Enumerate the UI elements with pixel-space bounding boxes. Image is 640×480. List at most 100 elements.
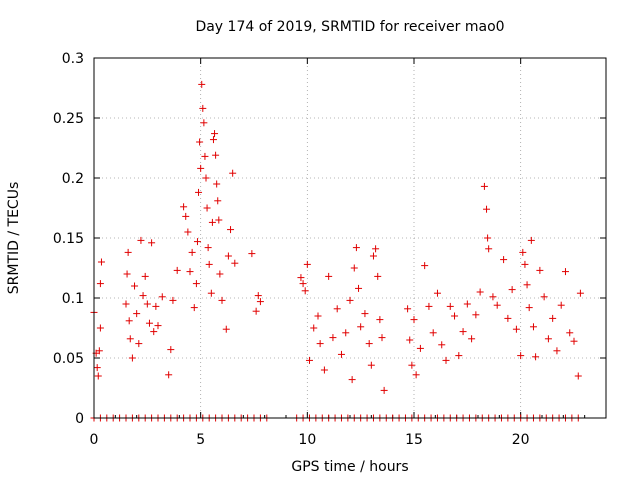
data-point xyxy=(148,239,156,247)
x-axis-title: GPS time / hours xyxy=(291,459,408,475)
data-point xyxy=(483,205,491,213)
data-point xyxy=(192,280,200,288)
data-point xyxy=(193,238,201,246)
data-point xyxy=(137,236,145,244)
y-tick-label: 0 xyxy=(75,411,84,427)
data-point xyxy=(438,341,446,349)
data-point xyxy=(139,292,147,300)
data-point xyxy=(570,337,578,345)
data-point xyxy=(124,248,132,256)
data-point xyxy=(201,152,209,160)
data-point xyxy=(190,304,198,312)
data-point xyxy=(523,281,531,289)
data-point xyxy=(500,256,508,264)
data-point xyxy=(337,350,345,358)
y-tick-label: 0.1 xyxy=(62,291,84,307)
data-point xyxy=(205,260,213,268)
data-point xyxy=(93,364,101,372)
data-point xyxy=(504,314,512,322)
x-tick-label: 5 xyxy=(196,432,205,448)
data-point xyxy=(421,262,429,270)
data-point xyxy=(316,340,324,348)
data-point xyxy=(173,266,181,274)
data-point xyxy=(374,272,382,280)
data-point xyxy=(553,347,561,355)
data-point xyxy=(355,284,363,292)
data-point xyxy=(561,268,569,276)
data-point xyxy=(204,244,212,252)
data-point xyxy=(525,304,533,312)
data-point xyxy=(199,104,207,112)
y-tick-label: 0.3 xyxy=(62,51,84,67)
data-point xyxy=(540,293,548,301)
x-tick-label: 15 xyxy=(405,432,423,448)
data-point xyxy=(200,119,208,127)
data-point xyxy=(325,272,333,280)
data-point xyxy=(256,298,264,306)
data-point xyxy=(167,346,175,354)
plot-frame xyxy=(93,57,607,419)
data-point xyxy=(218,296,226,304)
data-point xyxy=(519,248,527,256)
data-point xyxy=(329,334,337,342)
data-point xyxy=(94,372,102,380)
data-point xyxy=(484,234,492,242)
data-points xyxy=(90,80,584,422)
data-point xyxy=(195,188,203,196)
data-point xyxy=(222,325,230,333)
data-point xyxy=(154,322,162,330)
data-point xyxy=(493,301,501,309)
data-point xyxy=(123,270,131,278)
data-point xyxy=(406,336,414,344)
data-point xyxy=(576,289,584,297)
data-point xyxy=(196,138,204,146)
data-point xyxy=(213,180,221,188)
data-point xyxy=(158,293,166,301)
data-point xyxy=(248,250,256,258)
data-point xyxy=(310,324,318,332)
data-point xyxy=(350,264,358,272)
data-point xyxy=(412,371,420,379)
data-point xyxy=(521,260,529,268)
data-point xyxy=(352,244,360,252)
data-point xyxy=(346,296,354,304)
data-point xyxy=(380,386,388,394)
data-point xyxy=(231,259,239,267)
data-point xyxy=(182,212,190,220)
data-point xyxy=(574,372,582,380)
data-point xyxy=(472,311,480,319)
data-point xyxy=(536,266,544,274)
data-point xyxy=(446,302,454,310)
data-point xyxy=(150,328,158,336)
data-point xyxy=(229,169,237,177)
data-point xyxy=(512,325,520,333)
data-point xyxy=(301,287,309,295)
data-point xyxy=(96,280,104,288)
x-tick-label: 0 xyxy=(90,432,99,448)
y-tick-label: 0.05 xyxy=(53,351,84,367)
x-tick-label: 20 xyxy=(512,432,530,448)
data-point xyxy=(365,340,373,348)
data-point xyxy=(135,340,143,348)
y-tick-label: 0.2 xyxy=(62,171,84,187)
data-point xyxy=(425,302,433,310)
data-point xyxy=(517,352,525,360)
data-point xyxy=(227,226,235,234)
data-point xyxy=(529,323,537,331)
data-point xyxy=(480,182,488,190)
data-point xyxy=(208,218,216,226)
data-point xyxy=(169,296,177,304)
data-point xyxy=(372,245,380,253)
data-point xyxy=(303,260,311,268)
data-point xyxy=(532,353,540,361)
data-point xyxy=(527,236,535,244)
data-point xyxy=(128,354,136,362)
grid-lines xyxy=(94,58,606,418)
data-point xyxy=(211,130,219,138)
data-point xyxy=(209,136,217,144)
data-point xyxy=(197,164,205,172)
data-point xyxy=(376,316,384,324)
data-point xyxy=(433,289,441,297)
data-point xyxy=(152,302,160,310)
data-point xyxy=(544,335,552,343)
